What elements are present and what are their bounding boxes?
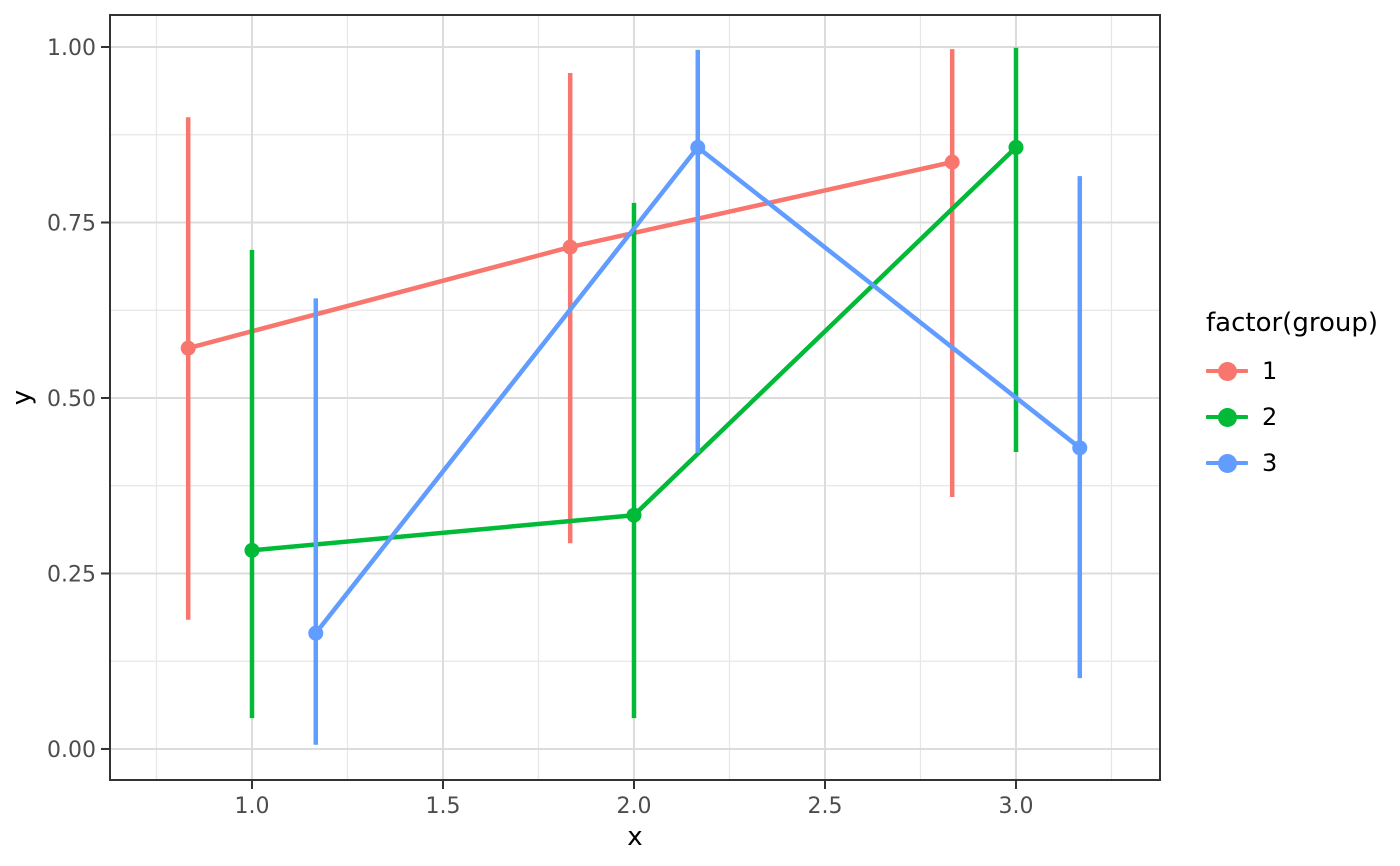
- y-tick-label: 0.75: [47, 212, 96, 237]
- y-axis-title: y: [7, 390, 37, 405]
- x-axis-title: x: [627, 822, 642, 852]
- legend-label: 2: [1262, 403, 1278, 431]
- legend: factor(group) 1 2: [1206, 306, 1378, 486]
- data-point-group-2: [626, 507, 642, 523]
- legend-label: 1: [1262, 357, 1278, 385]
- legend-title: factor(group): [1206, 308, 1378, 338]
- x-tick-label: 2.5: [807, 794, 842, 819]
- y-tick-label: 0.25: [47, 562, 96, 587]
- data-point-group-3: [308, 625, 324, 641]
- y-tick-label: 1.00: [47, 36, 96, 61]
- x-tick-label: 2.0: [616, 794, 651, 819]
- legend-entry-group-1: 1: [1206, 348, 1378, 394]
- y-tick-label: 0.00: [47, 738, 96, 763]
- data-point-group-1: [562, 239, 578, 255]
- legend-label: 3: [1262, 449, 1278, 477]
- legend-key-pointrange-icon: [1206, 394, 1248, 440]
- data-point-group-3: [690, 139, 706, 155]
- y-tick-label: 0.50: [47, 387, 96, 412]
- data-point-group-2: [244, 542, 260, 558]
- data-point-group-2: [1008, 139, 1024, 155]
- x-tick-label: 1.0: [234, 794, 269, 819]
- x-tick-label: 1.5: [425, 794, 460, 819]
- legend-key-dot: [1217, 361, 1237, 381]
- data-point-group-3: [1072, 440, 1088, 456]
- data-point-group-1: [944, 154, 960, 170]
- legend-entry-group-2: 2: [1206, 394, 1378, 440]
- legend-key-dot: [1217, 453, 1237, 473]
- data-point-group-1: [180, 340, 196, 356]
- legend-key-pointrange-icon: [1206, 440, 1248, 486]
- legend-entries: 1 2 3: [1206, 348, 1378, 486]
- legend-entry-group-3: 3: [1206, 440, 1378, 486]
- x-tick-label: 3.0: [998, 794, 1033, 819]
- legend-key-pointrange-icon: [1206, 348, 1248, 394]
- legend-key-dot: [1217, 407, 1237, 427]
